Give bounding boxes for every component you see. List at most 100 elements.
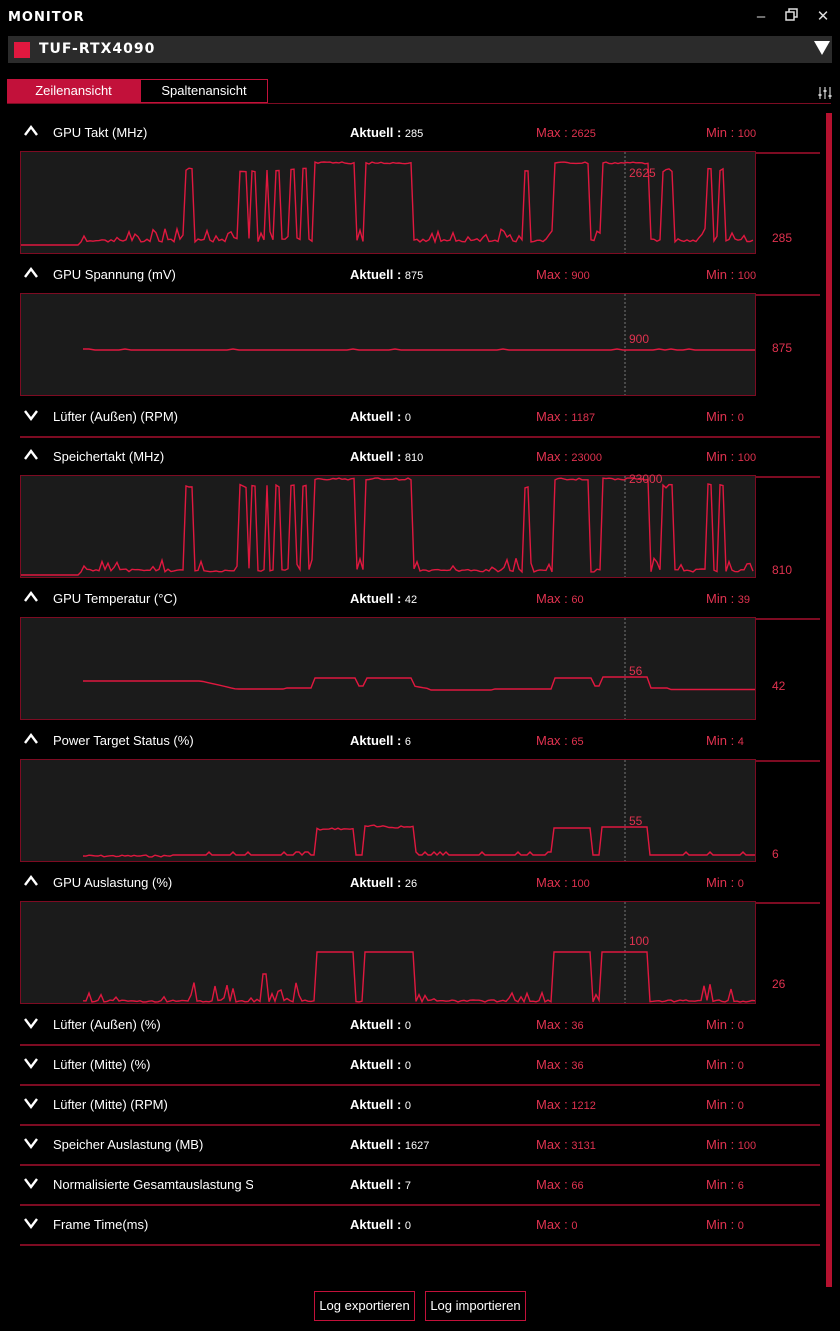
min-label: Min — [706, 591, 727, 606]
close-icon[interactable]: ✕ — [814, 8, 832, 26]
graph-current-label: 6 — [772, 847, 779, 861]
max-label: Max — [536, 449, 561, 464]
max-value: 36 — [571, 1060, 583, 1072]
min-label: Min — [706, 1017, 727, 1032]
max-value: 0 — [571, 1220, 577, 1232]
min-label: Min — [706, 125, 727, 140]
minimize-icon[interactable]: – — [752, 8, 770, 26]
chevron-down-icon[interactable] — [24, 1176, 38, 1190]
sliders-icon[interactable] — [818, 86, 832, 100]
current-value: 0 — [405, 1020, 411, 1032]
min-value: 0 — [738, 878, 744, 890]
current-label: Aktuell — [350, 1137, 393, 1152]
current-value: 0 — [405, 1060, 411, 1072]
metric-current: Aktuell : 0 — [350, 1097, 411, 1112]
chevron-up-icon[interactable] — [24, 266, 38, 280]
metric-label: Normalisierte Gesamtauslastung S — [53, 1177, 253, 1192]
metric-row[interactable]: GPU Auslastung (%) Aktuell : 26 Max : 100 M… — [20, 862, 820, 904]
metric-current: Aktuell : 875 — [350, 267, 423, 282]
max-label: Max — [536, 1217, 561, 1232]
min-value: 6 — [738, 1180, 744, 1192]
dropdown-arrow-icon[interactable] — [814, 41, 830, 55]
metric-label: Power Target Status (%) — [53, 733, 253, 748]
view-tabs: Zeilenansicht Spaltenansicht — [7, 79, 831, 104]
metric-row[interactable]: Lüfter (Außen) (%) Aktuell : 0 Max : 36 Min… — [20, 1004, 820, 1046]
chevron-up-icon[interactable] — [24, 732, 38, 746]
chevron-down-icon[interactable] — [24, 1056, 38, 1070]
graph-current-label: 42 — [772, 679, 785, 693]
series-line — [83, 952, 755, 1002]
max-value: 2625 — [571, 128, 595, 140]
metric-min: Min : 4 — [706, 733, 744, 748]
chevron-down-icon[interactable] — [24, 1016, 38, 1030]
metric-max: Max : 65 — [536, 733, 584, 748]
current-label: Aktuell — [350, 1217, 393, 1232]
metric-row[interactable]: Lüfter (Außen) (RPM) Aktuell : 0 Max : 118… — [20, 396, 820, 438]
current-value: 6 — [405, 736, 411, 748]
import-log-button[interactable]: Log importieren — [425, 1291, 526, 1321]
restore-icon[interactable] — [783, 8, 801, 26]
export-log-button[interactable]: Log exportieren — [314, 1291, 415, 1321]
metric-max: Max : 100 — [536, 875, 590, 890]
metric-min: Min : 100 — [706, 267, 756, 282]
peak-label: 100 — [629, 934, 649, 948]
current-label: Aktuell — [350, 733, 393, 748]
metric-current: Aktuell : 810 — [350, 449, 423, 464]
metric-label: Frame Time(ms) — [53, 1217, 253, 1232]
graph-current-label: 285 — [772, 231, 792, 245]
metric-label: GPU Takt (MHz) — [53, 125, 253, 140]
max-value: 65 — [571, 736, 583, 748]
metric-label: Lüfter (Mitte) (%) — [53, 1057, 253, 1072]
series-line — [83, 349, 755, 350]
metric-row[interactable]: GPU Temperatur (°C) Aktuell : 42 Max : 60 M… — [20, 578, 820, 620]
metric-min: Min : 100 — [706, 449, 756, 464]
min-value: 0 — [738, 412, 744, 424]
graph-current-label: 875 — [772, 341, 792, 355]
current-value: 0 — [405, 1100, 411, 1112]
max-label: Max — [536, 1177, 561, 1192]
min-value: 0 — [738, 1060, 744, 1072]
current-label: Aktuell — [350, 875, 393, 890]
chevron-up-icon[interactable] — [24, 590, 38, 604]
current-value: 42 — [405, 594, 417, 606]
metric-row[interactable]: Power Target Status (%) Aktuell : 6 Max : … — [20, 720, 820, 762]
metric-row[interactable]: GPU Takt (MHz) Aktuell : 285 Max : 2625 Min… — [20, 112, 820, 154]
metric-row[interactable]: Normalisierte Gesamtauslastung S Aktuell … — [20, 1164, 820, 1206]
metric-row[interactable]: Speicher Auslastung (MB) Aktuell : 1627 Ma… — [20, 1124, 820, 1166]
min-label: Min — [706, 449, 727, 464]
metric-current: Aktuell : 42 — [350, 591, 417, 606]
chevron-down-icon[interactable] — [24, 1216, 38, 1230]
metric-current: Aktuell : 0 — [350, 1057, 411, 1072]
max-value: 3131 — [571, 1140, 595, 1152]
scrollbar[interactable] — [826, 113, 832, 1287]
min-label: Min — [706, 1177, 727, 1192]
metric-current: Aktuell : 26 — [350, 875, 417, 890]
metric-max: Max : 900 — [536, 267, 590, 282]
metric-min: Min : 100 — [706, 125, 756, 140]
current-value: 875 — [405, 270, 423, 282]
tab-column-view[interactable]: Spaltenansicht — [140, 79, 268, 103]
device-selector[interactable]: TUF-RTX4090 — [8, 36, 832, 63]
min-value: 100 — [738, 452, 756, 464]
metric-row[interactable]: Lüfter (Mitte) (RPM) Aktuell : 0 Max : 121… — [20, 1084, 820, 1126]
max-value: 66 — [571, 1180, 583, 1192]
max-label: Max — [536, 409, 561, 424]
chevron-up-icon[interactable] — [24, 448, 38, 462]
metric-row[interactable]: Frame Time(ms) Aktuell : 0 Max : 0 Min : 0 — [20, 1204, 820, 1246]
max-value: 1187 — [571, 412, 595, 424]
metric-max: Max : 1212 — [536, 1097, 596, 1112]
chevron-up-icon[interactable] — [24, 124, 38, 138]
chevron-up-icon[interactable] — [24, 874, 38, 888]
chevron-down-icon[interactable] — [24, 408, 38, 422]
metric-row[interactable]: GPU Spannung (mV) Aktuell : 875 Max : 900 M… — [20, 254, 820, 296]
metric-graph: 2625 — [20, 151, 756, 254]
metric-min: Min : 0 — [706, 1097, 744, 1112]
metric-row[interactable]: Lüfter (Mitte) (%) Aktuell : 0 Max : 36 Min… — [20, 1044, 820, 1086]
chevron-down-icon[interactable] — [24, 1136, 38, 1150]
chevron-down-icon[interactable] — [24, 1096, 38, 1110]
tab-row-view[interactable]: Zeilenansicht — [7, 79, 140, 103]
metric-row[interactable]: Speichertakt (MHz) Aktuell : 810 Max : 230… — [20, 436, 820, 478]
peak-label: 23000 — [629, 472, 662, 486]
current-label: Aktuell — [350, 591, 393, 606]
min-value: 4 — [738, 736, 744, 748]
